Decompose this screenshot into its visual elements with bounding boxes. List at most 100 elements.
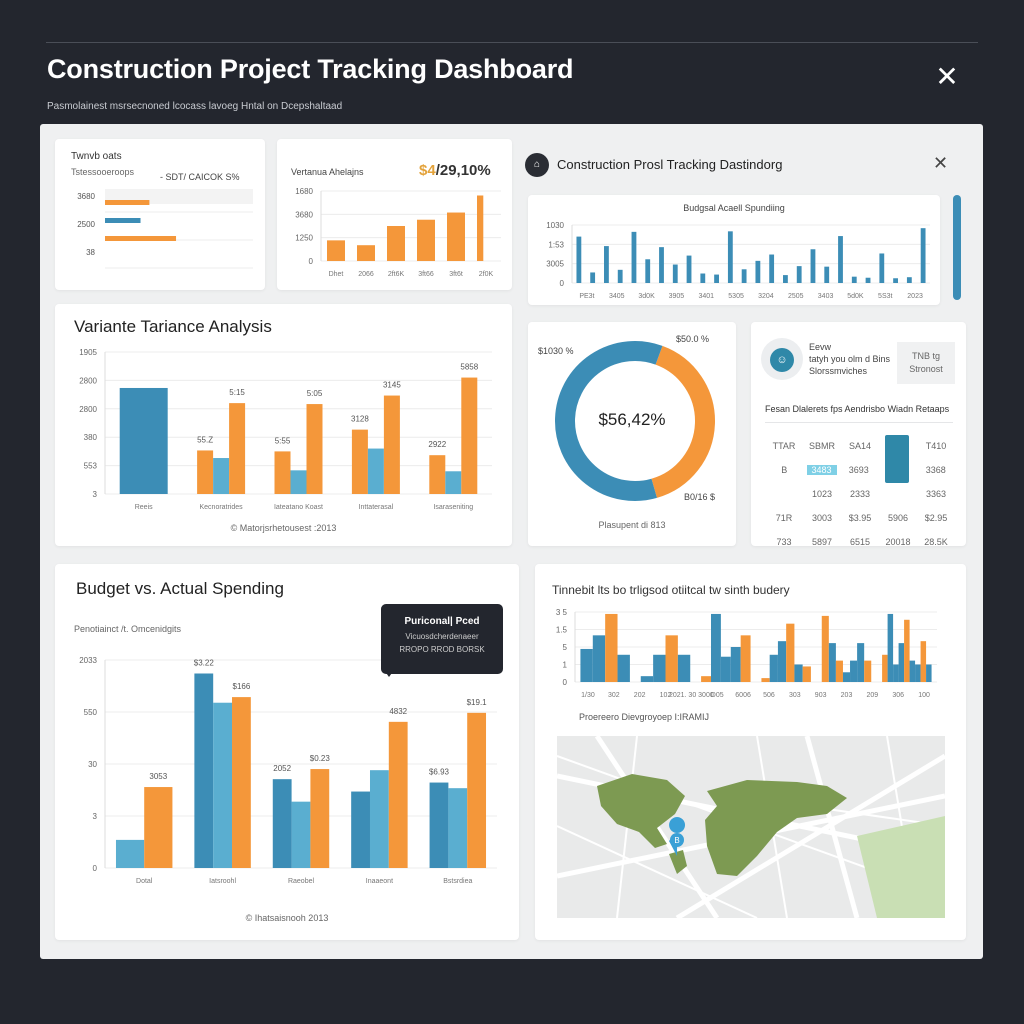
bar bbox=[357, 245, 375, 261]
y-tick-label: 553 bbox=[84, 462, 98, 471]
page-title: Construction Project Tracking Dashboard bbox=[47, 54, 574, 84]
data-label: $6.93 bbox=[429, 768, 450, 777]
table-cell: 28.5K bbox=[924, 537, 948, 547]
highlight-column[interactable] bbox=[885, 435, 909, 483]
bar bbox=[467, 712, 487, 868]
bar bbox=[824, 266, 830, 283]
x-tick-label: 302 bbox=[608, 692, 620, 699]
bar bbox=[893, 278, 898, 283]
bar bbox=[850, 660, 858, 682]
data-label: 3128 bbox=[351, 415, 369, 424]
y-tick-label: 3680 bbox=[77, 192, 95, 201]
status-badge[interactable]: TNB tg Stronost bbox=[897, 342, 955, 384]
bar bbox=[915, 664, 921, 682]
bar bbox=[617, 269, 623, 283]
data-label: 2922 bbox=[428, 440, 446, 449]
bar bbox=[369, 770, 389, 868]
bar bbox=[659, 247, 664, 283]
close-icon[interactable]: ✕ bbox=[933, 153, 949, 173]
bar bbox=[740, 635, 751, 682]
y-tick-label: 550 bbox=[84, 708, 98, 717]
bar bbox=[700, 273, 706, 283]
map-pin-icon[interactable]: B bbox=[669, 817, 686, 856]
bar bbox=[105, 236, 177, 241]
bar bbox=[783, 275, 788, 283]
table-cell: 1023 bbox=[811, 489, 833, 499]
x-tick-label: Inaaeont bbox=[366, 878, 393, 885]
bar bbox=[327, 240, 345, 261]
x-tick-label: 3905 bbox=[669, 293, 685, 300]
close-icon[interactable]: ✕ bbox=[935, 61, 959, 92]
section-heading: Fesan Dlalerets fps Aendrisbo Wiadn Reta… bbox=[765, 404, 950, 414]
donut-label: B0/16 $ bbox=[684, 492, 716, 502]
table-cell: 3368 bbox=[925, 465, 946, 475]
x-tick-label: 3ft66 bbox=[418, 271, 434, 278]
y-tick-label: 1680 bbox=[295, 187, 313, 196]
bar bbox=[272, 779, 292, 868]
bar bbox=[794, 664, 803, 682]
budget-card: Budget vs. Actual Spending Penotiainct /… bbox=[55, 564, 519, 940]
bar bbox=[714, 274, 719, 283]
data-label: 5:15 bbox=[229, 388, 245, 397]
bar bbox=[631, 231, 637, 283]
table-row: 1023 2333 3363 bbox=[765, 482, 955, 506]
tooltip-arrow bbox=[384, 670, 394, 677]
x-tick-label: 2021. 30 3000 bbox=[669, 692, 714, 699]
bar-chart: 0 3005 1:53 1030 PE3t 3405 3d0K 3905 3401 5305 320… bbox=[546, 221, 930, 300]
user-icon: ☺ bbox=[770, 348, 794, 372]
x-tick-label: 5305 bbox=[728, 293, 744, 300]
donut-card: $56,42% $1030 % $50.0 % B0/16 $ Plasupen… bbox=[528, 322, 736, 546]
x-tick-label: PE3t bbox=[579, 293, 594, 300]
bar bbox=[730, 647, 741, 682]
data-label: 5:05 bbox=[307, 389, 323, 398]
table-cell: SA14 bbox=[848, 441, 872, 451]
bar bbox=[388, 721, 408, 868]
y-tick-label: 0 bbox=[309, 257, 314, 266]
x-tick-label: 903 bbox=[815, 692, 827, 699]
map[interactable]: B bbox=[557, 736, 945, 918]
bar bbox=[857, 643, 865, 682]
x-tick-label: Raeobel bbox=[288, 878, 315, 885]
bar bbox=[429, 455, 446, 494]
progress-card: Twnvb oats Tstessooeroops - SDT/ CAICOK … bbox=[55, 139, 265, 290]
bar bbox=[893, 664, 899, 682]
bar bbox=[105, 218, 141, 223]
bar bbox=[105, 200, 150, 205]
bar bbox=[865, 277, 871, 283]
bar bbox=[796, 266, 802, 283]
bar bbox=[665, 635, 678, 682]
table-cell: SBMR bbox=[808, 441, 835, 451]
bar bbox=[605, 613, 618, 682]
y-tick-label: 5 bbox=[563, 643, 568, 652]
card-footer: © Matorjsrhetousest :2013 bbox=[230, 523, 337, 533]
table-cell: T410 bbox=[925, 441, 947, 451]
x-tick-label: 506 bbox=[763, 692, 775, 699]
info-card: ☺ Eevw tatyh you olm d Bins Slorssmviche… bbox=[751, 322, 966, 547]
card-footer: © Ihatsaisnooh 2013 bbox=[245, 913, 329, 923]
variance-analysis-card: Variante Tariance Analysis 3 553 380 2800 28… bbox=[55, 304, 512, 546]
table-cell: 3003 bbox=[811, 513, 833, 523]
card-subtitle: Penotiainct /t. Omcenidgits bbox=[74, 624, 182, 634]
bar bbox=[144, 787, 173, 868]
table-row: TTAR SBMR SA14 T410 bbox=[765, 434, 955, 458]
bar bbox=[367, 448, 384, 494]
x-tick-label: 306 bbox=[892, 692, 904, 699]
y-tick-label: 0 bbox=[563, 678, 568, 687]
bar bbox=[645, 259, 651, 283]
bar bbox=[477, 195, 484, 261]
data-label: $3.22 bbox=[194, 658, 215, 667]
table-cell: 2333 bbox=[849, 489, 871, 499]
table-cell: 3483 bbox=[806, 465, 837, 475]
y-tick-label: 2800 bbox=[79, 405, 97, 414]
bar bbox=[461, 377, 478, 494]
divider bbox=[765, 422, 953, 423]
scrollbar[interactable] bbox=[953, 195, 961, 300]
table-cell: 733 bbox=[776, 537, 792, 547]
tooltip-line: RROPO RROD BORSK bbox=[399, 645, 485, 654]
x-tick-label: 3401 bbox=[698, 293, 714, 300]
card-title: Vertanua Ahelajns bbox=[291, 167, 364, 177]
bar bbox=[887, 613, 894, 682]
bar bbox=[786, 623, 795, 682]
bar bbox=[741, 269, 747, 283]
x-tick-label: 2066 bbox=[358, 271, 374, 278]
